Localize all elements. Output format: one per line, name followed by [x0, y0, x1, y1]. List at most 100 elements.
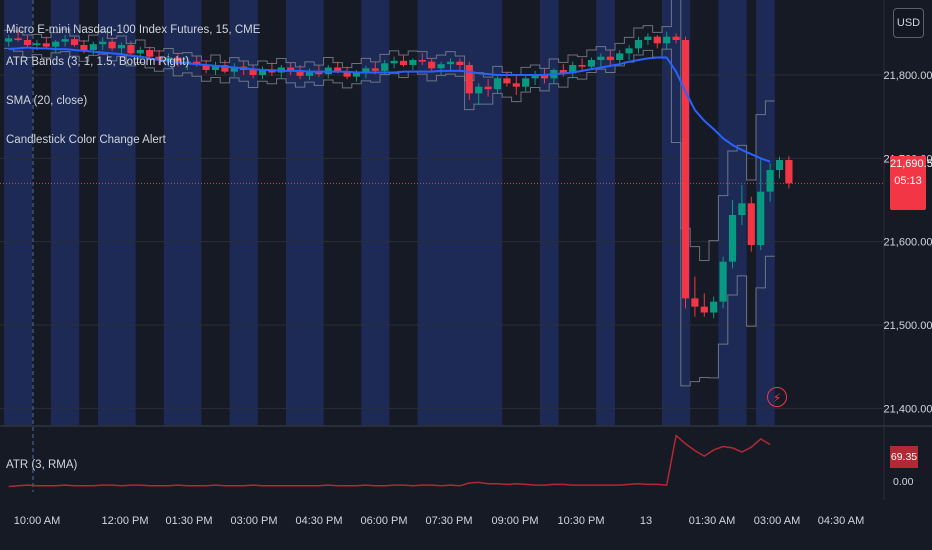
candle-body	[747, 203, 755, 245]
price-axis-tick-label: 21,400.00	[884, 403, 932, 415]
time-axis-tick-label: 01:30 PM	[165, 515, 212, 527]
time-axis-tick-label: 10:00 AM	[14, 515, 60, 527]
session-band	[596, 0, 615, 425]
candle-body	[343, 71, 351, 77]
candle-body	[456, 61, 464, 65]
candle-body	[146, 50, 154, 57]
candle-body	[587, 60, 596, 67]
candle-body	[644, 36, 652, 40]
time-axis-tick-label: 01:30 AM	[689, 515, 735, 527]
candle-body	[136, 50, 144, 54]
atr-zero-label: 0.00	[893, 476, 914, 488]
candle-body	[390, 60, 398, 64]
candle-body	[672, 36, 680, 40]
candle-body	[249, 70, 257, 75]
candle-body	[719, 261, 727, 302]
candle-body	[5, 38, 13, 42]
candle-body	[616, 53, 624, 60]
candle-body	[446, 61, 455, 65]
sma-indicator-label[interactable]: SMA (20, close)	[6, 95, 88, 107]
candle-body	[409, 60, 417, 65]
candle-body	[710, 301, 718, 313]
price-axis-tick-label: 21,500.00	[884, 320, 932, 332]
candle-body	[174, 57, 182, 64]
candle-body	[653, 36, 661, 44]
atr-upper-band	[4, 0, 775, 261]
candle-body	[681, 40, 690, 299]
candle-body	[625, 48, 633, 54]
candle-body	[287, 67, 295, 72]
candle-body	[381, 63, 389, 71]
candle-body	[334, 67, 342, 72]
time-axis-tick-label: 04:30 PM	[295, 515, 342, 527]
candle-body	[23, 40, 32, 45]
candle-body	[305, 70, 314, 76]
candle-body	[268, 70, 276, 73]
candle-body	[127, 45, 135, 54]
bar-countdown: 05:13	[894, 175, 922, 187]
candle-body	[362, 68, 370, 73]
candle-body	[14, 38, 22, 40]
time-axis-tick-label: 13	[640, 515, 652, 527]
candle-body	[578, 65, 586, 67]
candle-body	[164, 57, 173, 60]
candle-body	[522, 78, 530, 87]
candle-body	[597, 56, 605, 60]
time-axis-tick-label: 06:00 PM	[360, 515, 407, 527]
candle-body	[108, 41, 116, 49]
session-band	[163, 0, 202, 425]
candle-body	[465, 65, 473, 94]
atr-pane-label[interactable]: ATR (3, RMA)	[6, 459, 78, 471]
candle-body	[785, 160, 793, 184]
time-axis-tick-label: 03:00 PM	[230, 515, 277, 527]
time-axis-tick-label: 09:00 PM	[491, 515, 538, 527]
candle-body	[89, 44, 97, 50]
sma-line	[8, 46, 771, 163]
symbol-title[interactable]: Micro E-mini Nasdaq-100 Index Futures, 1…	[6, 24, 261, 36]
time-axis-tick-label: 04:30 AM	[818, 515, 864, 527]
candle-body	[775, 160, 784, 170]
atr-lower-band	[4, 47, 775, 387]
time-axis-tick-label: 12:00 PM	[101, 515, 148, 527]
candle-body	[42, 43, 50, 47]
candle-body	[512, 83, 520, 87]
candle-body	[352, 72, 361, 77]
session-band	[4, 0, 33, 425]
candle-body	[418, 60, 426, 62]
candle-body	[80, 45, 88, 50]
candle-alert-indicator-label[interactable]: Candlestick Color Change Alert	[6, 134, 166, 146]
last-price-tag: 21,690.50 05:13	[890, 156, 932, 210]
atr-bands-indicator-label[interactable]: ATR Bands (3, 1, 1.5, Bottom Right)	[6, 56, 190, 68]
candle-body	[211, 65, 220, 70]
candle-body	[503, 78, 511, 84]
atr-line	[8, 434, 771, 488]
candle-body	[531, 75, 539, 79]
candle-body	[691, 298, 699, 307]
price-axis-tick-label: 21,800.00	[884, 70, 932, 82]
candle-body	[634, 40, 643, 49]
lightning-icon[interactable]: ⚡	[767, 387, 787, 407]
candle-body	[52, 41, 60, 47]
candle-body	[540, 75, 549, 79]
candle-body	[99, 41, 107, 45]
candle-body	[559, 70, 567, 74]
atr-value-tag: 69.35	[890, 446, 918, 468]
candle-body	[766, 170, 774, 192]
candle-body	[371, 68, 379, 71]
candle-body	[61, 39, 69, 42]
candle-body	[728, 215, 737, 262]
candle-body	[663, 36, 671, 44]
last-price-value: 21,690.50	[890, 158, 932, 170]
candle-body	[475, 86, 483, 94]
session-band	[98, 0, 136, 425]
candle-body	[202, 65, 210, 70]
candle-body	[399, 60, 408, 65]
time-axis-tick-label: 10:30 PM	[557, 515, 604, 527]
candle-body	[493, 78, 502, 90]
candle-body	[700, 306, 708, 313]
session-band	[756, 0, 775, 425]
candle-body	[296, 71, 304, 76]
candle-body	[70, 39, 79, 45]
currency-button[interactable]: USD	[893, 8, 924, 38]
